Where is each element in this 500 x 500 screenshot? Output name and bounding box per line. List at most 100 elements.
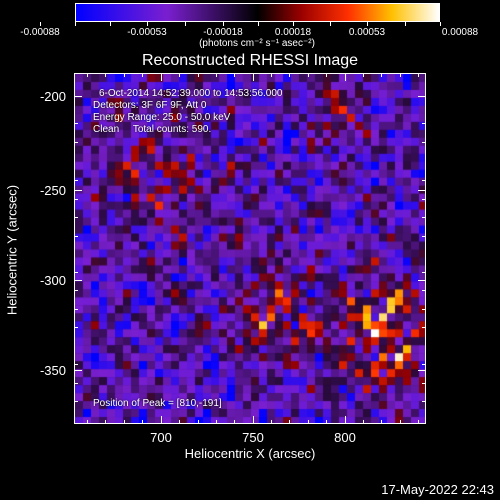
colorbar-tick <box>40 22 41 26</box>
tick-mark <box>345 73 346 81</box>
tick-mark <box>326 420 327 424</box>
colorbar-tick <box>367 22 368 26</box>
timestamp: 17-May-2022 22:43 <box>381 482 494 497</box>
tick-mark <box>74 199 78 200</box>
tick-mark <box>74 309 78 310</box>
tick-mark <box>422 217 426 218</box>
tick-mark <box>253 416 254 424</box>
tick-mark <box>142 420 143 424</box>
tick-mark <box>198 420 199 424</box>
energy-range-text: Energy Range: 25.0 - 50.0 keV <box>93 112 231 123</box>
colorbar-tick-label: 0.00018 <box>274 27 312 38</box>
tick-mark <box>289 420 290 424</box>
tick-mark <box>74 364 78 365</box>
tick-mark <box>418 73 419 77</box>
tick-mark <box>74 327 78 328</box>
tick-mark <box>422 309 426 310</box>
tick-mark <box>87 73 88 77</box>
tick-mark <box>179 420 180 424</box>
colorbar-tick <box>405 22 406 26</box>
image-plot: 6-Oct-2014 14:52:39.000 to 14:53:56.000 … <box>74 73 426 424</box>
tick-mark <box>74 290 78 291</box>
tick-mark <box>74 280 82 281</box>
tick-mark <box>179 73 180 77</box>
tick-mark <box>400 73 401 77</box>
tick-mark <box>142 73 143 77</box>
colorbar-tick <box>185 22 186 26</box>
image-title: Reconstructed RHESSI Image <box>141 52 359 69</box>
y-axis-label: Heliocentric Y (arcsec) <box>4 184 20 316</box>
clean-counts-text: Clean Total counts: 590. <box>93 124 212 135</box>
tick-mark <box>74 383 78 384</box>
tick-mark <box>422 199 426 200</box>
colorbar-tick <box>330 22 331 26</box>
tick-mark <box>74 272 78 273</box>
tick-mark <box>363 73 364 77</box>
tick-mark <box>418 420 419 424</box>
tick-mark <box>422 142 426 143</box>
tick-mark <box>326 73 327 77</box>
y-tick-label: -350 <box>39 363 66 378</box>
x-tick-label: 800 <box>334 430 356 445</box>
tick-mark <box>74 190 82 191</box>
tick-mark <box>422 123 426 124</box>
tick-mark <box>216 420 217 424</box>
tick-mark <box>198 73 199 77</box>
tick-mark <box>363 420 364 424</box>
tick-mark <box>234 73 235 77</box>
x-axis-label: Heliocentric X (arcsec) <box>184 446 316 461</box>
tick-mark <box>422 383 426 384</box>
tick-mark <box>418 280 426 281</box>
tick-mark <box>124 73 125 77</box>
tick-mark <box>422 180 426 181</box>
tick-mark <box>400 420 401 424</box>
tick-mark <box>422 290 426 291</box>
rhessi-image <box>75 74 425 423</box>
tick-mark <box>381 73 382 77</box>
x-tick-label: 700 <box>150 430 172 445</box>
colorbar-tick-label: 0.00088 <box>441 27 479 38</box>
tick-mark <box>124 420 125 424</box>
tick-mark <box>216 73 217 77</box>
tick-mark <box>422 364 426 365</box>
colorbar <box>75 3 440 22</box>
tick-mark <box>422 272 426 273</box>
tick-mark <box>74 123 78 124</box>
tick-mark <box>418 370 426 371</box>
colorbar-tick <box>223 22 224 26</box>
tick-mark <box>381 420 382 424</box>
tick-mark <box>422 327 426 328</box>
tick-mark <box>74 142 78 143</box>
tick-mark <box>308 420 309 424</box>
tick-mark <box>422 236 426 237</box>
detectors-text: Detectors: 3F 6F 9F, Att 0 <box>93 100 207 111</box>
tick-mark <box>105 73 106 77</box>
y-tick-label: -250 <box>39 183 66 198</box>
tick-mark <box>418 96 426 97</box>
tick-mark <box>105 420 106 424</box>
tick-mark <box>87 420 88 424</box>
x-tick-label: 750 <box>242 430 264 445</box>
colorbar-tick-label: -0.00088 <box>20 27 60 38</box>
colorbar-tick <box>75 22 76 26</box>
tick-mark <box>161 73 162 81</box>
tick-mark <box>345 416 346 424</box>
tick-mark <box>422 401 426 402</box>
colorbar-tick <box>110 22 111 26</box>
tick-mark <box>74 401 78 402</box>
tick-mark <box>271 73 272 77</box>
colorbar-tick-label: -0.00018 <box>203 27 243 38</box>
tick-mark <box>74 217 78 218</box>
colorbar-tick <box>440 22 441 26</box>
tick-mark <box>308 73 309 77</box>
colorbar-tick <box>258 22 259 26</box>
tick-mark <box>234 420 235 424</box>
time-range-text: 6-Oct-2014 14:52:39.000 to 14:53:56.000 <box>99 88 283 99</box>
tick-mark <box>74 236 78 237</box>
tick-mark <box>74 96 82 97</box>
y-tick-label: -300 <box>39 273 66 288</box>
colorbar-tick-label: -0.00053 <box>127 27 167 38</box>
tick-mark <box>74 180 78 181</box>
y-tick-label: -200 <box>39 89 66 104</box>
colorbar-tick <box>147 22 148 26</box>
